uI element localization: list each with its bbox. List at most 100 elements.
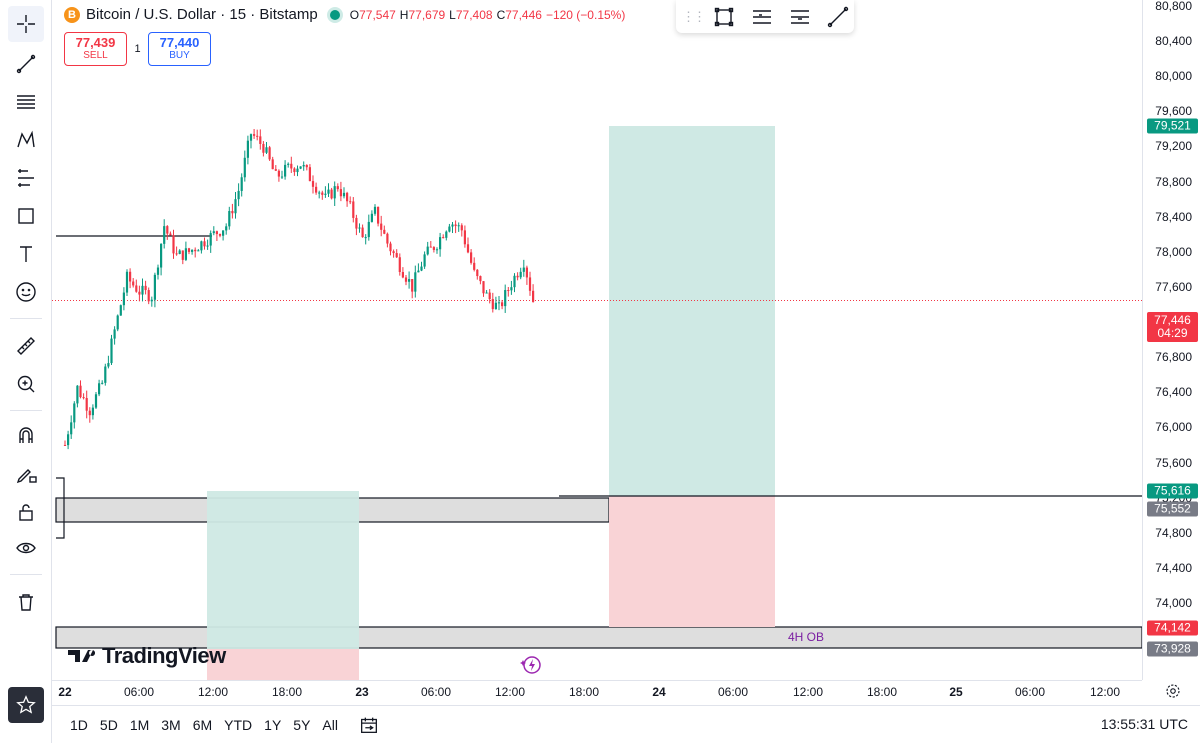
- crosshair-icon[interactable]: [8, 6, 44, 42]
- text-icon[interactable]: [8, 236, 44, 272]
- candle-body: [435, 249, 439, 251]
- time-tick: 12:00: [792, 685, 824, 699]
- zoom-icon[interactable]: [8, 366, 44, 402]
- forecast-icon[interactable]: [8, 160, 44, 196]
- shapes-icon[interactable]: [8, 198, 44, 234]
- candle-body: [336, 186, 339, 190]
- ohlc-low: L77,408: [449, 7, 493, 22]
- candle-body: [287, 163, 290, 165]
- range-button-5d[interactable]: 5D: [99, 716, 118, 733]
- candle-body: [432, 247, 435, 250]
- candle-body: [91, 407, 94, 416]
- buy-button[interactable]: 77,440 BUY: [148, 32, 211, 66]
- candle-body: [256, 135, 259, 137]
- date-range-icon[interactable]: [358, 714, 380, 736]
- spread-value: 1: [134, 43, 141, 55]
- range-button-1d[interactable]: 1D: [70, 716, 88, 733]
- candle-body: [411, 279, 414, 292]
- pattern-icon[interactable]: [8, 122, 44, 158]
- range-bracket: [56, 477, 65, 539]
- range-button-1y[interactable]: 1Y: [264, 716, 282, 733]
- fib-retracement-icon[interactable]: [8, 84, 44, 120]
- range-button-6m[interactable]: 6M: [192, 716, 213, 733]
- sell-price: 77,439: [75, 35, 116, 50]
- range-button-1m[interactable]: 1M: [129, 716, 150, 733]
- candle-body: [172, 235, 175, 254]
- symbol-title[interactable]: Bitcoin / U.S. Dollar · 15 · Bitstamp: [86, 6, 318, 23]
- long-position-icon[interactable]: [750, 5, 774, 29]
- candle-body: [265, 147, 268, 153]
- ohlc-change: −120 (−0.15%): [545, 7, 626, 22]
- candle-body: [349, 201, 352, 203]
- rectangle-tool-icon[interactable]: [712, 5, 736, 29]
- candle-body: [107, 363, 110, 367]
- candle-body: [160, 243, 163, 268]
- candle-body: [454, 224, 457, 227]
- drag-handle-icon[interactable]: ⋮⋮: [682, 8, 706, 24]
- candle-body: [76, 385, 79, 404]
- trend-line-icon[interactable]: [8, 46, 44, 82]
- candle-body: [494, 302, 497, 310]
- watchlist-star-button[interactable]: [8, 687, 44, 723]
- candle-body: [398, 257, 401, 273]
- price-tick: 76,800: [1155, 350, 1192, 365]
- flash-icon[interactable]: [519, 654, 543, 676]
- range-button-all[interactable]: All: [322, 716, 338, 733]
- candle-body: [383, 229, 386, 234]
- magnet-icon[interactable]: [8, 418, 44, 454]
- candle-body: [82, 397, 85, 399]
- eye-icon[interactable]: [8, 530, 44, 566]
- candle-body: [271, 159, 274, 170]
- candle-body: [519, 271, 522, 278]
- trend-line-tool-icon[interactable]: [826, 5, 850, 29]
- candle-body: [203, 241, 206, 247]
- time-tick: 18:00: [568, 685, 600, 699]
- candle-body: [448, 226, 451, 232]
- drawing-float-toolbar: ⋮⋮: [676, 0, 854, 33]
- candle-body: [116, 315, 119, 330]
- candle-body: [274, 169, 277, 171]
- candle-body: [426, 246, 429, 255]
- candle-body: [141, 285, 144, 295]
- trash-icon[interactable]: [8, 584, 44, 620]
- lock-icon[interactable]: [8, 494, 44, 530]
- candle-body: [311, 181, 315, 187]
- range-button-5y[interactable]: 5Y: [293, 716, 311, 733]
- draw-lock-icon[interactable]: [8, 456, 44, 492]
- candle-body: [119, 305, 122, 316]
- candle-body: [516, 275, 519, 278]
- tradingview-logo[interactable]: TradingView: [68, 643, 226, 669]
- candle-body: [132, 281, 135, 286]
- time-axis[interactable]: 22 06:00 12:00 18:00 23 06:00 12:00 18:00 24 06:0…: [52, 680, 1142, 702]
- price-axis[interactable]: 80,800 80,400 80,000 79,600 79,200 78,800 78,4…: [1142, 0, 1200, 680]
- price-label: 77,446 04:29: [1147, 312, 1198, 342]
- sell-button[interactable]: 77,439 SELL: [64, 32, 127, 66]
- candle-body: [110, 338, 113, 364]
- clock[interactable]: 13:55:31 UTC: [1100, 716, 1188, 732]
- candle-body: [522, 267, 525, 272]
- candle-body: [504, 290, 507, 307]
- trade-buttons: 77,439 SELL 1 77,440 BUY: [64, 32, 211, 66]
- candle-body: [222, 230, 225, 236]
- ruler-icon[interactable]: [8, 328, 44, 364]
- candle-body: [181, 250, 184, 260]
- candle-body: [268, 147, 271, 160]
- emoji-icon[interactable]: [8, 274, 44, 310]
- candle-body: [94, 394, 98, 408]
- candle-body: [104, 366, 107, 383]
- chart-canvas[interactable]: [52, 0, 1142, 680]
- price-tick: 79,200: [1155, 139, 1192, 154]
- candle-body: [346, 192, 349, 202]
- settings-icon[interactable]: [1164, 682, 1182, 700]
- ohlc-open: O77,547: [349, 7, 396, 22]
- ohlc-close: C77,446: [496, 7, 542, 22]
- price-tick: 80,800: [1155, 0, 1192, 13]
- candle-body: [358, 227, 361, 229]
- time-tick: 06:00: [420, 685, 452, 699]
- short-position-icon[interactable]: [788, 5, 812, 29]
- candle-body: [184, 248, 187, 260]
- price-tick: 76,400: [1155, 385, 1192, 400]
- chart-pane[interactable]: [52, 0, 1142, 680]
- range-button-3m[interactable]: 3M: [161, 716, 181, 733]
- range-button-ytd[interactable]: YTD: [224, 716, 253, 733]
